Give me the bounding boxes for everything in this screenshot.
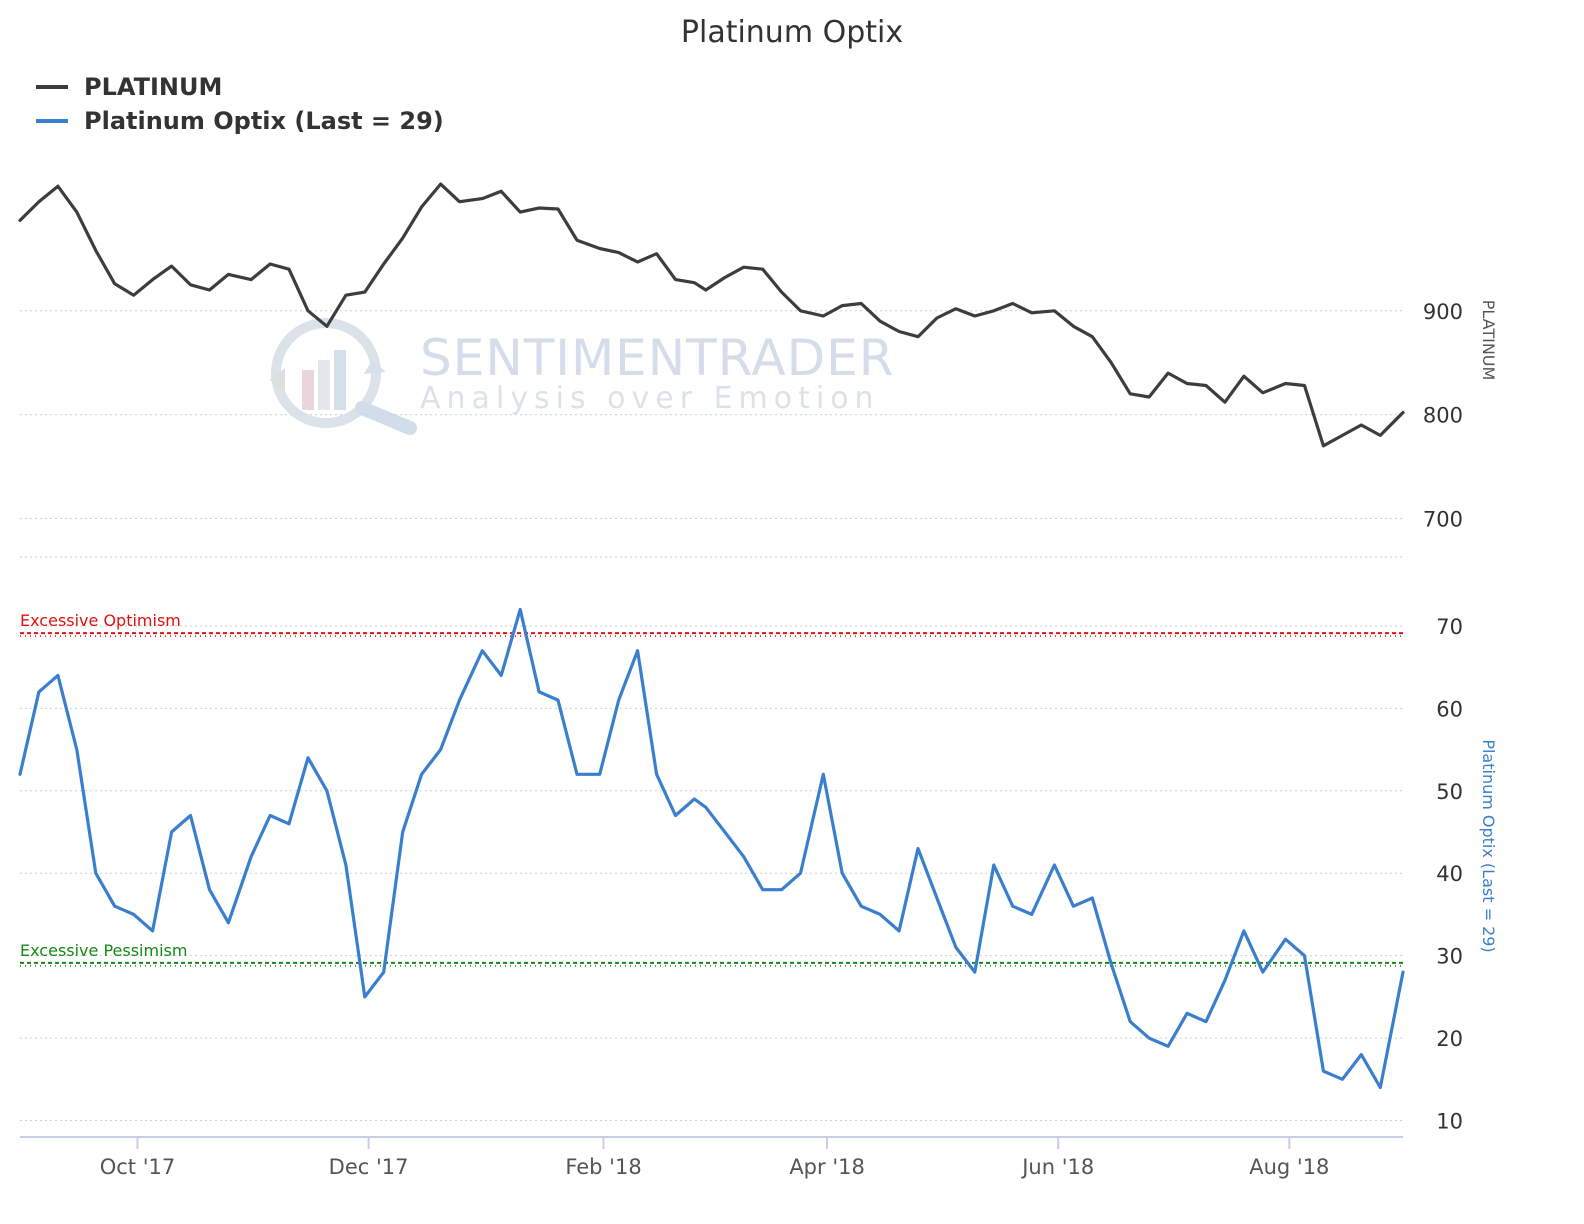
y-axis-ticks: 700 800 900 10 20 30 40 50 60 70 [1423,300,1463,1134]
legend-item-optix[interactable]: Platinum Optix (Last = 29) [36,107,444,135]
y-tick-label-optix: 30 [1436,945,1463,969]
x-tick-label: Apr '18 [789,1155,865,1179]
chart-title: Platinum Optix [681,15,903,50]
x-tick-label: Oct '17 [100,1155,175,1179]
legend-item-platinum[interactable]: PLATINUM [36,73,222,101]
legend: PLATINUM Platinum Optix (Last = 29) [36,73,444,135]
y-tick-label-optix: 40 [1436,862,1463,886]
legend-label-platinum: PLATINUM [84,73,222,101]
x-axis: Oct '17 Dec '17 Feb '18 Apr '18 Jun '18 Aug '… [20,1136,1403,1179]
x-tick-label: Jun '18 [1020,1155,1094,1179]
y-tick-label-price: 700 [1423,507,1463,531]
bands: Excessive Optimism Excessive Pessimism [20,611,1403,967]
y-tick-label-optix: 20 [1436,1027,1463,1051]
y-tick-label-price: 900 [1423,300,1463,324]
y-axis-label-optix: Platinum Optix (Last = 29) [1479,739,1498,952]
x-tick-label: Feb '18 [565,1155,641,1179]
legend-label-optix: Platinum Optix (Last = 29) [84,107,444,135]
watermark-name: SENTIMENTRADER [420,329,894,387]
y-tick-label-optix: 50 [1436,780,1463,804]
watermark-logo-icon [270,318,417,435]
y-axis-label-price: PLATINUM [1479,300,1498,381]
series-line-optix [18,607,1405,1090]
y-tick-label-optix: 10 [1436,1110,1463,1134]
series-line-platinum [18,182,1405,448]
band-label-0: Excessive Optimism [20,611,181,630]
x-tick-label: Aug '18 [1249,1155,1329,1179]
watermark: SENTIMENTRADER Analysis over Emotion [270,318,894,435]
watermark-tagline: Analysis over Emotion [420,381,880,416]
y-tick-label-optix: 60 [1436,697,1463,721]
band-label-1: Excessive Pessimism [20,941,187,960]
grid-lines [20,310,1403,1122]
series-lines [18,182,1405,1090]
y-tick-label-price: 800 [1423,404,1463,428]
x-tick-label: Dec '17 [329,1155,409,1179]
y-tick-label-optix: 70 [1436,615,1463,639]
